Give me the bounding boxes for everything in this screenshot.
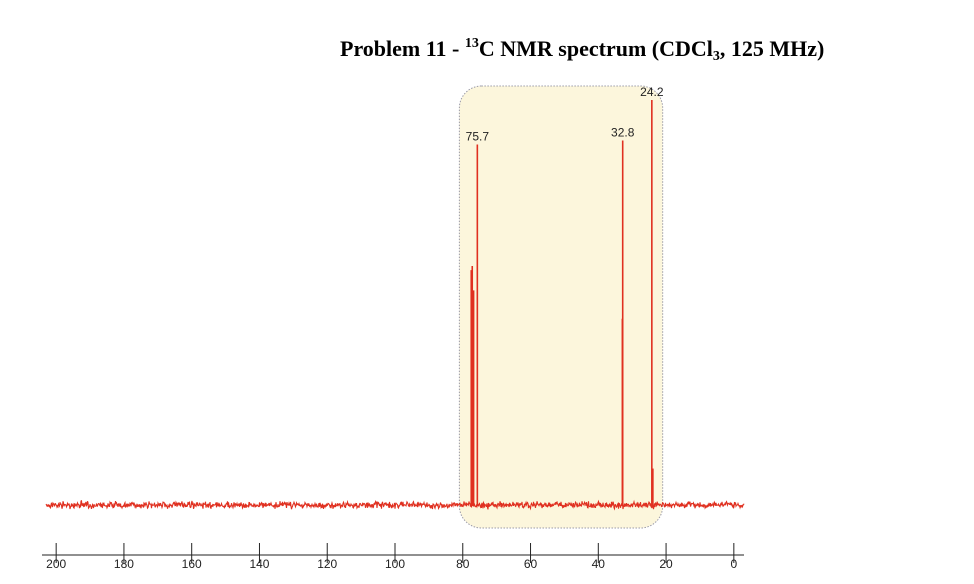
- x-tick-label-180: 180: [114, 557, 134, 571]
- chart-title: Problem 11 - 13C NMR spectrum (CDCl3, 12…: [340, 36, 825, 64]
- x-tick-label-80: 80: [456, 557, 470, 571]
- spectrum-baseline: [45, 499, 745, 511]
- x-tick-label-40: 40: [592, 557, 606, 571]
- x-tick-label-60: 60: [524, 557, 538, 571]
- peak-label-24.2: 24.2: [640, 85, 664, 99]
- x-tick-label-100: 100: [385, 557, 405, 571]
- peak-label-75.7: 75.7: [466, 130, 490, 144]
- x-tick-label-200: 200: [46, 557, 66, 571]
- x-tick-label-140: 140: [249, 557, 269, 571]
- x-tick-label-120: 120: [317, 557, 337, 571]
- peak-label-32.8: 32.8: [611, 126, 635, 140]
- highlight-region: [458, 85, 664, 529]
- x-tick-label-160: 160: [182, 557, 202, 571]
- x-tick-label-0: 0: [730, 557, 737, 571]
- x-tick-label-20: 20: [659, 557, 673, 571]
